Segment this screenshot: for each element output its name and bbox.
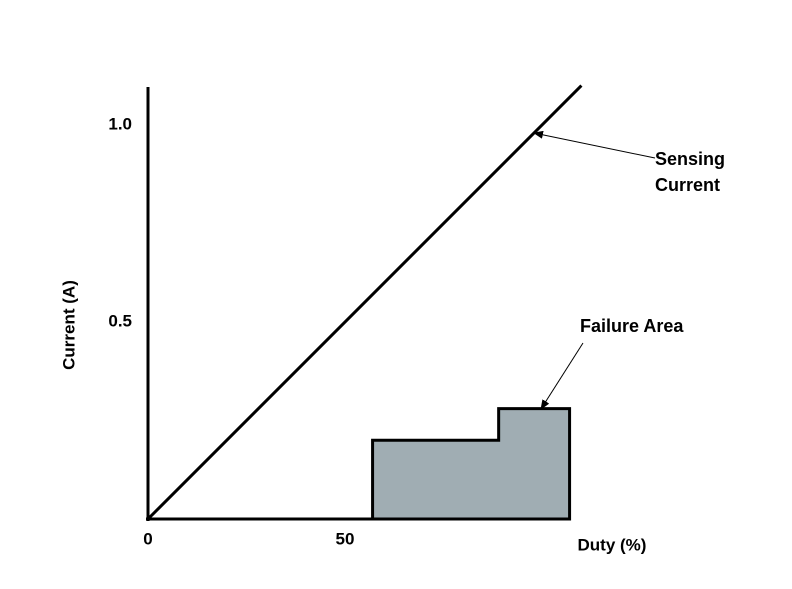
- y-axis-label: Current (A): [59, 280, 78, 370]
- failure-area: [371, 407, 572, 521]
- y-tick-label: 0.5: [108, 311, 132, 330]
- pointer-arrow: [540, 342, 584, 410]
- pointer-arrow: [533, 130, 656, 159]
- series-annotation: Failure Area: [580, 316, 684, 336]
- y-tick-label: 1.0: [108, 114, 132, 133]
- x-tick-label: 0: [143, 529, 152, 548]
- x-axis-label: Duty (%): [578, 535, 647, 554]
- x-tick-label: 50: [336, 529, 355, 548]
- series-line: [146, 84, 583, 521]
- series-annotation: Sensing Current: [655, 149, 726, 195]
